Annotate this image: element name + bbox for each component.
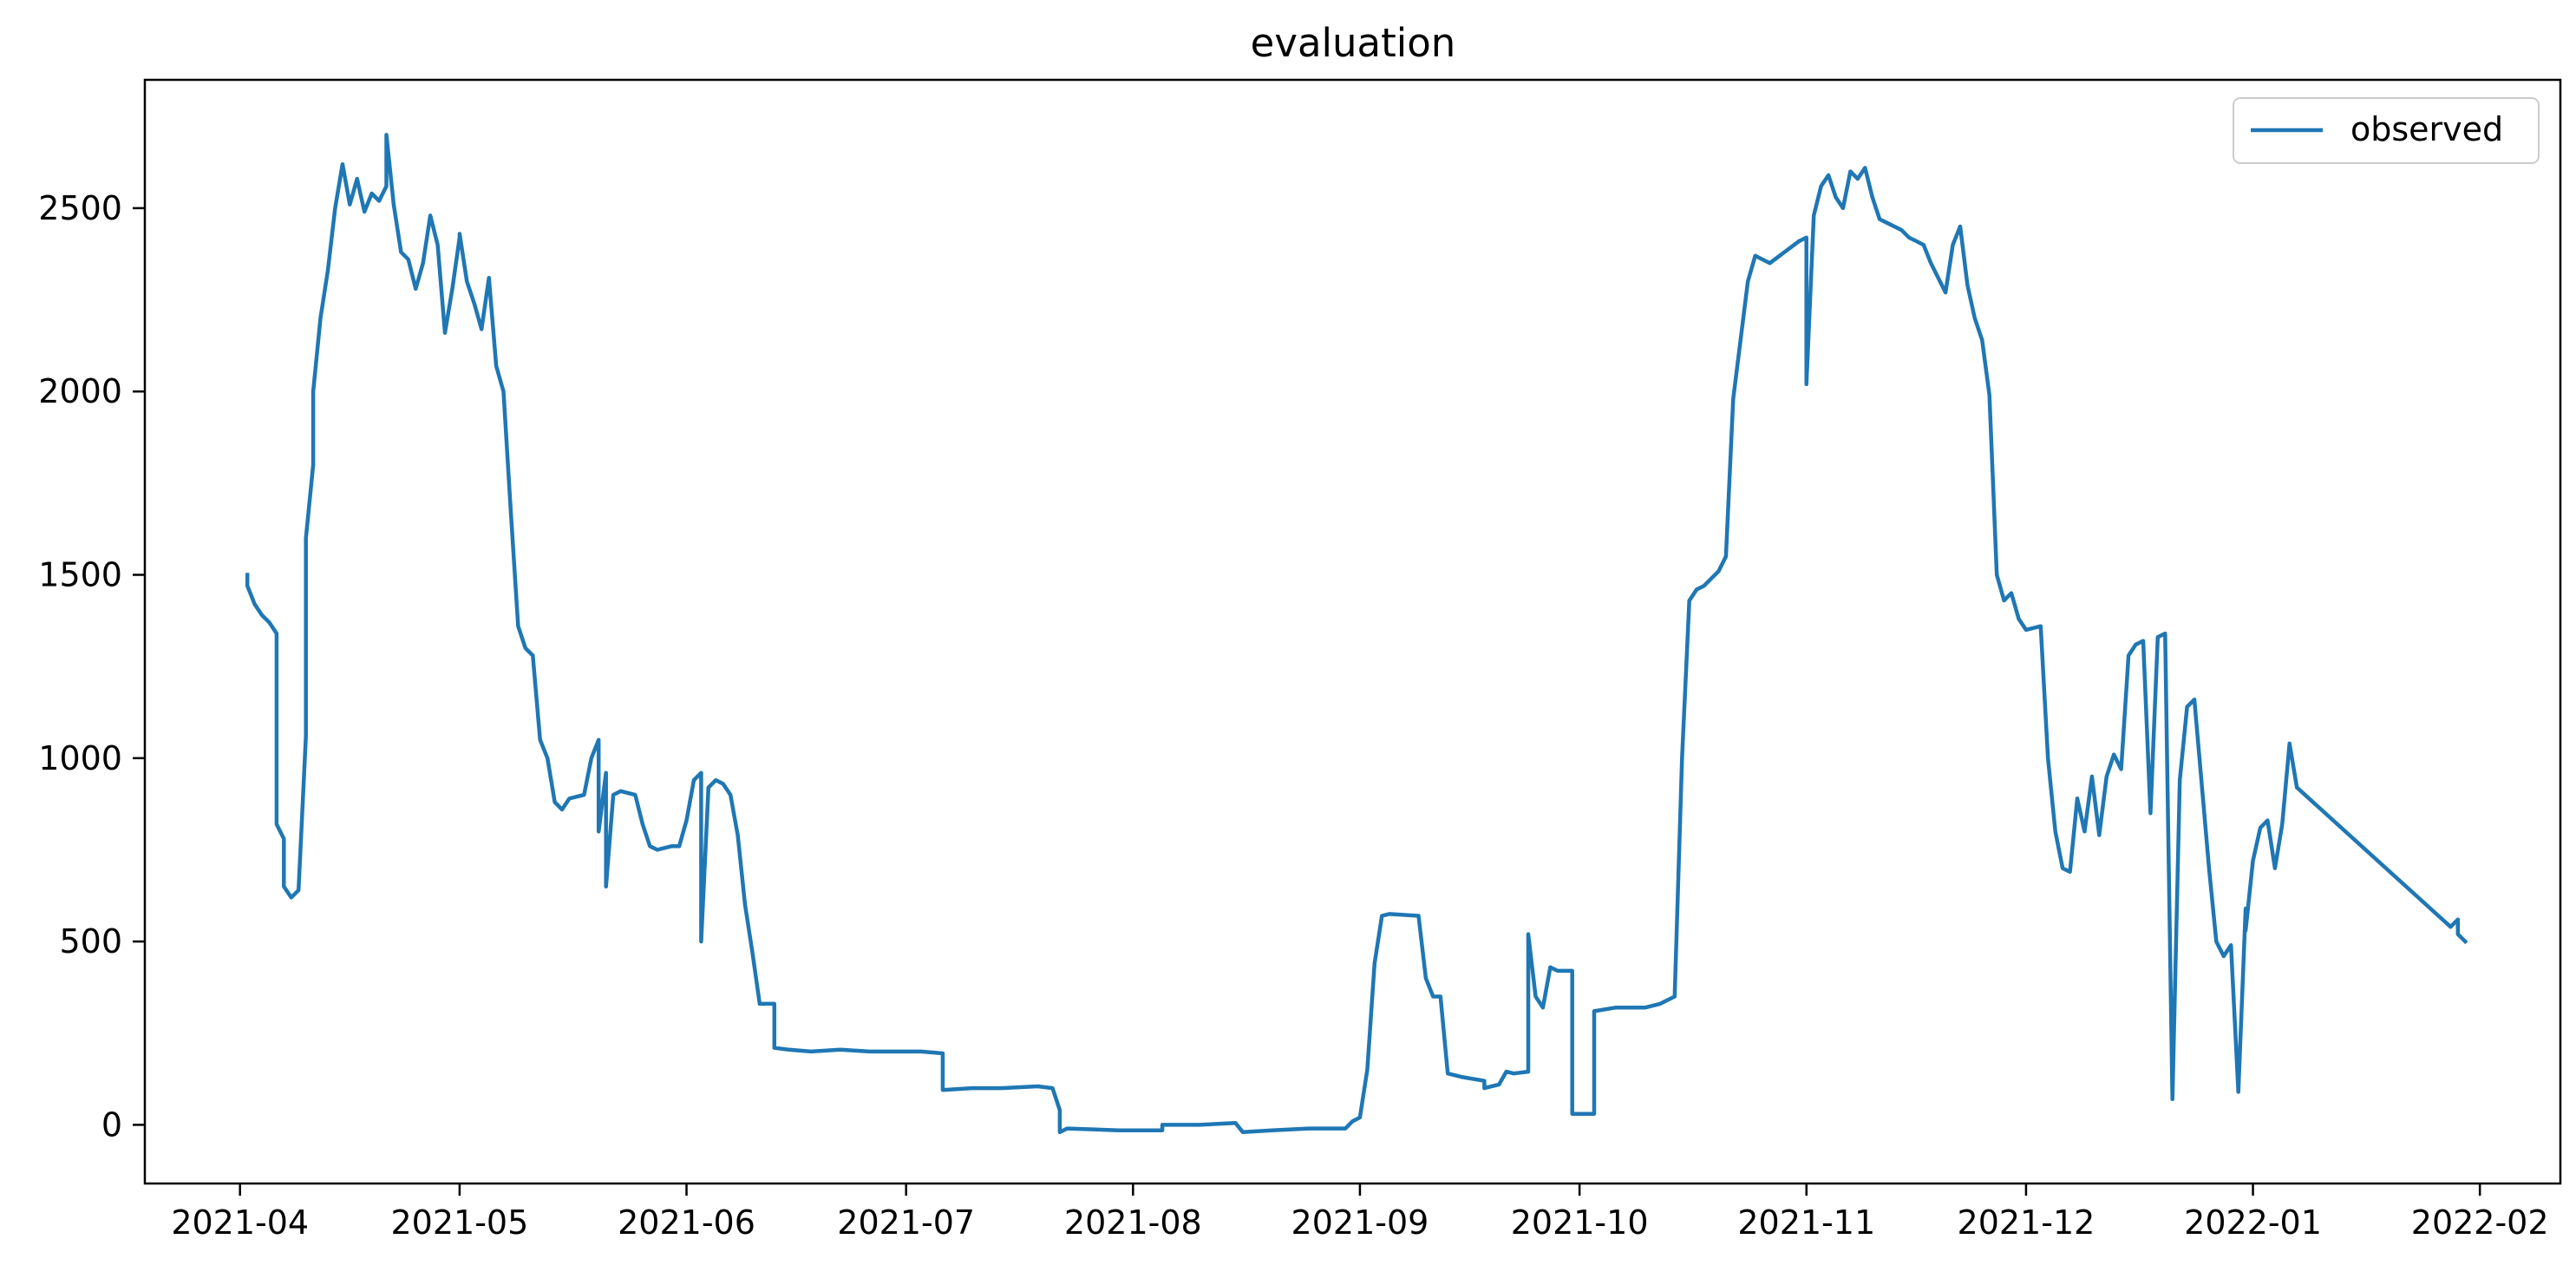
y-tick-label: 1500: [38, 555, 122, 593]
x-tick-label: 2021-12: [1958, 1203, 2095, 1242]
x-tick-label: 2021-04: [171, 1203, 309, 1242]
plot-frame: [143, 78, 2562, 1185]
x-tick-label: 2022-02: [2411, 1203, 2549, 1242]
x-tick-label: 2021-05: [391, 1203, 529, 1242]
y-tick-label: 2000: [38, 372, 122, 410]
legend-box: [2233, 97, 2540, 164]
y-tick-label: 500: [59, 922, 122, 961]
x-tick-label: 2021-10: [1511, 1203, 1649, 1242]
x-axis: 2021-04 2021-05 2021-06 2021-07 2021-08 2021-…: [171, 1183, 2549, 1242]
x-tick-label: 2021-08: [1064, 1203, 1202, 1242]
x-tick-label: 2021-06: [618, 1203, 755, 1242]
y-axis: 0 500 1000 1500 2000 2500: [38, 189, 145, 1144]
y-tick-label: 0: [101, 1105, 122, 1144]
y-tick-label: 2500: [38, 189, 122, 227]
x-tick-label: 2021-09: [1291, 1203, 1429, 1242]
series-line-observed: [245, 133, 2468, 1135]
legend: observed: [2233, 97, 2540, 164]
x-tick-label: 2021-11: [1737, 1203, 1875, 1242]
chart-title: evaluation: [1251, 20, 1456, 66]
legend-label-observed: observed: [2350, 110, 2503, 148]
series-layer: [245, 133, 2468, 1135]
y-tick-label: 1000: [38, 739, 122, 777]
x-tick-label: 2022-01: [2184, 1203, 2322, 1242]
x-tick-label: 2021-07: [837, 1203, 975, 1242]
